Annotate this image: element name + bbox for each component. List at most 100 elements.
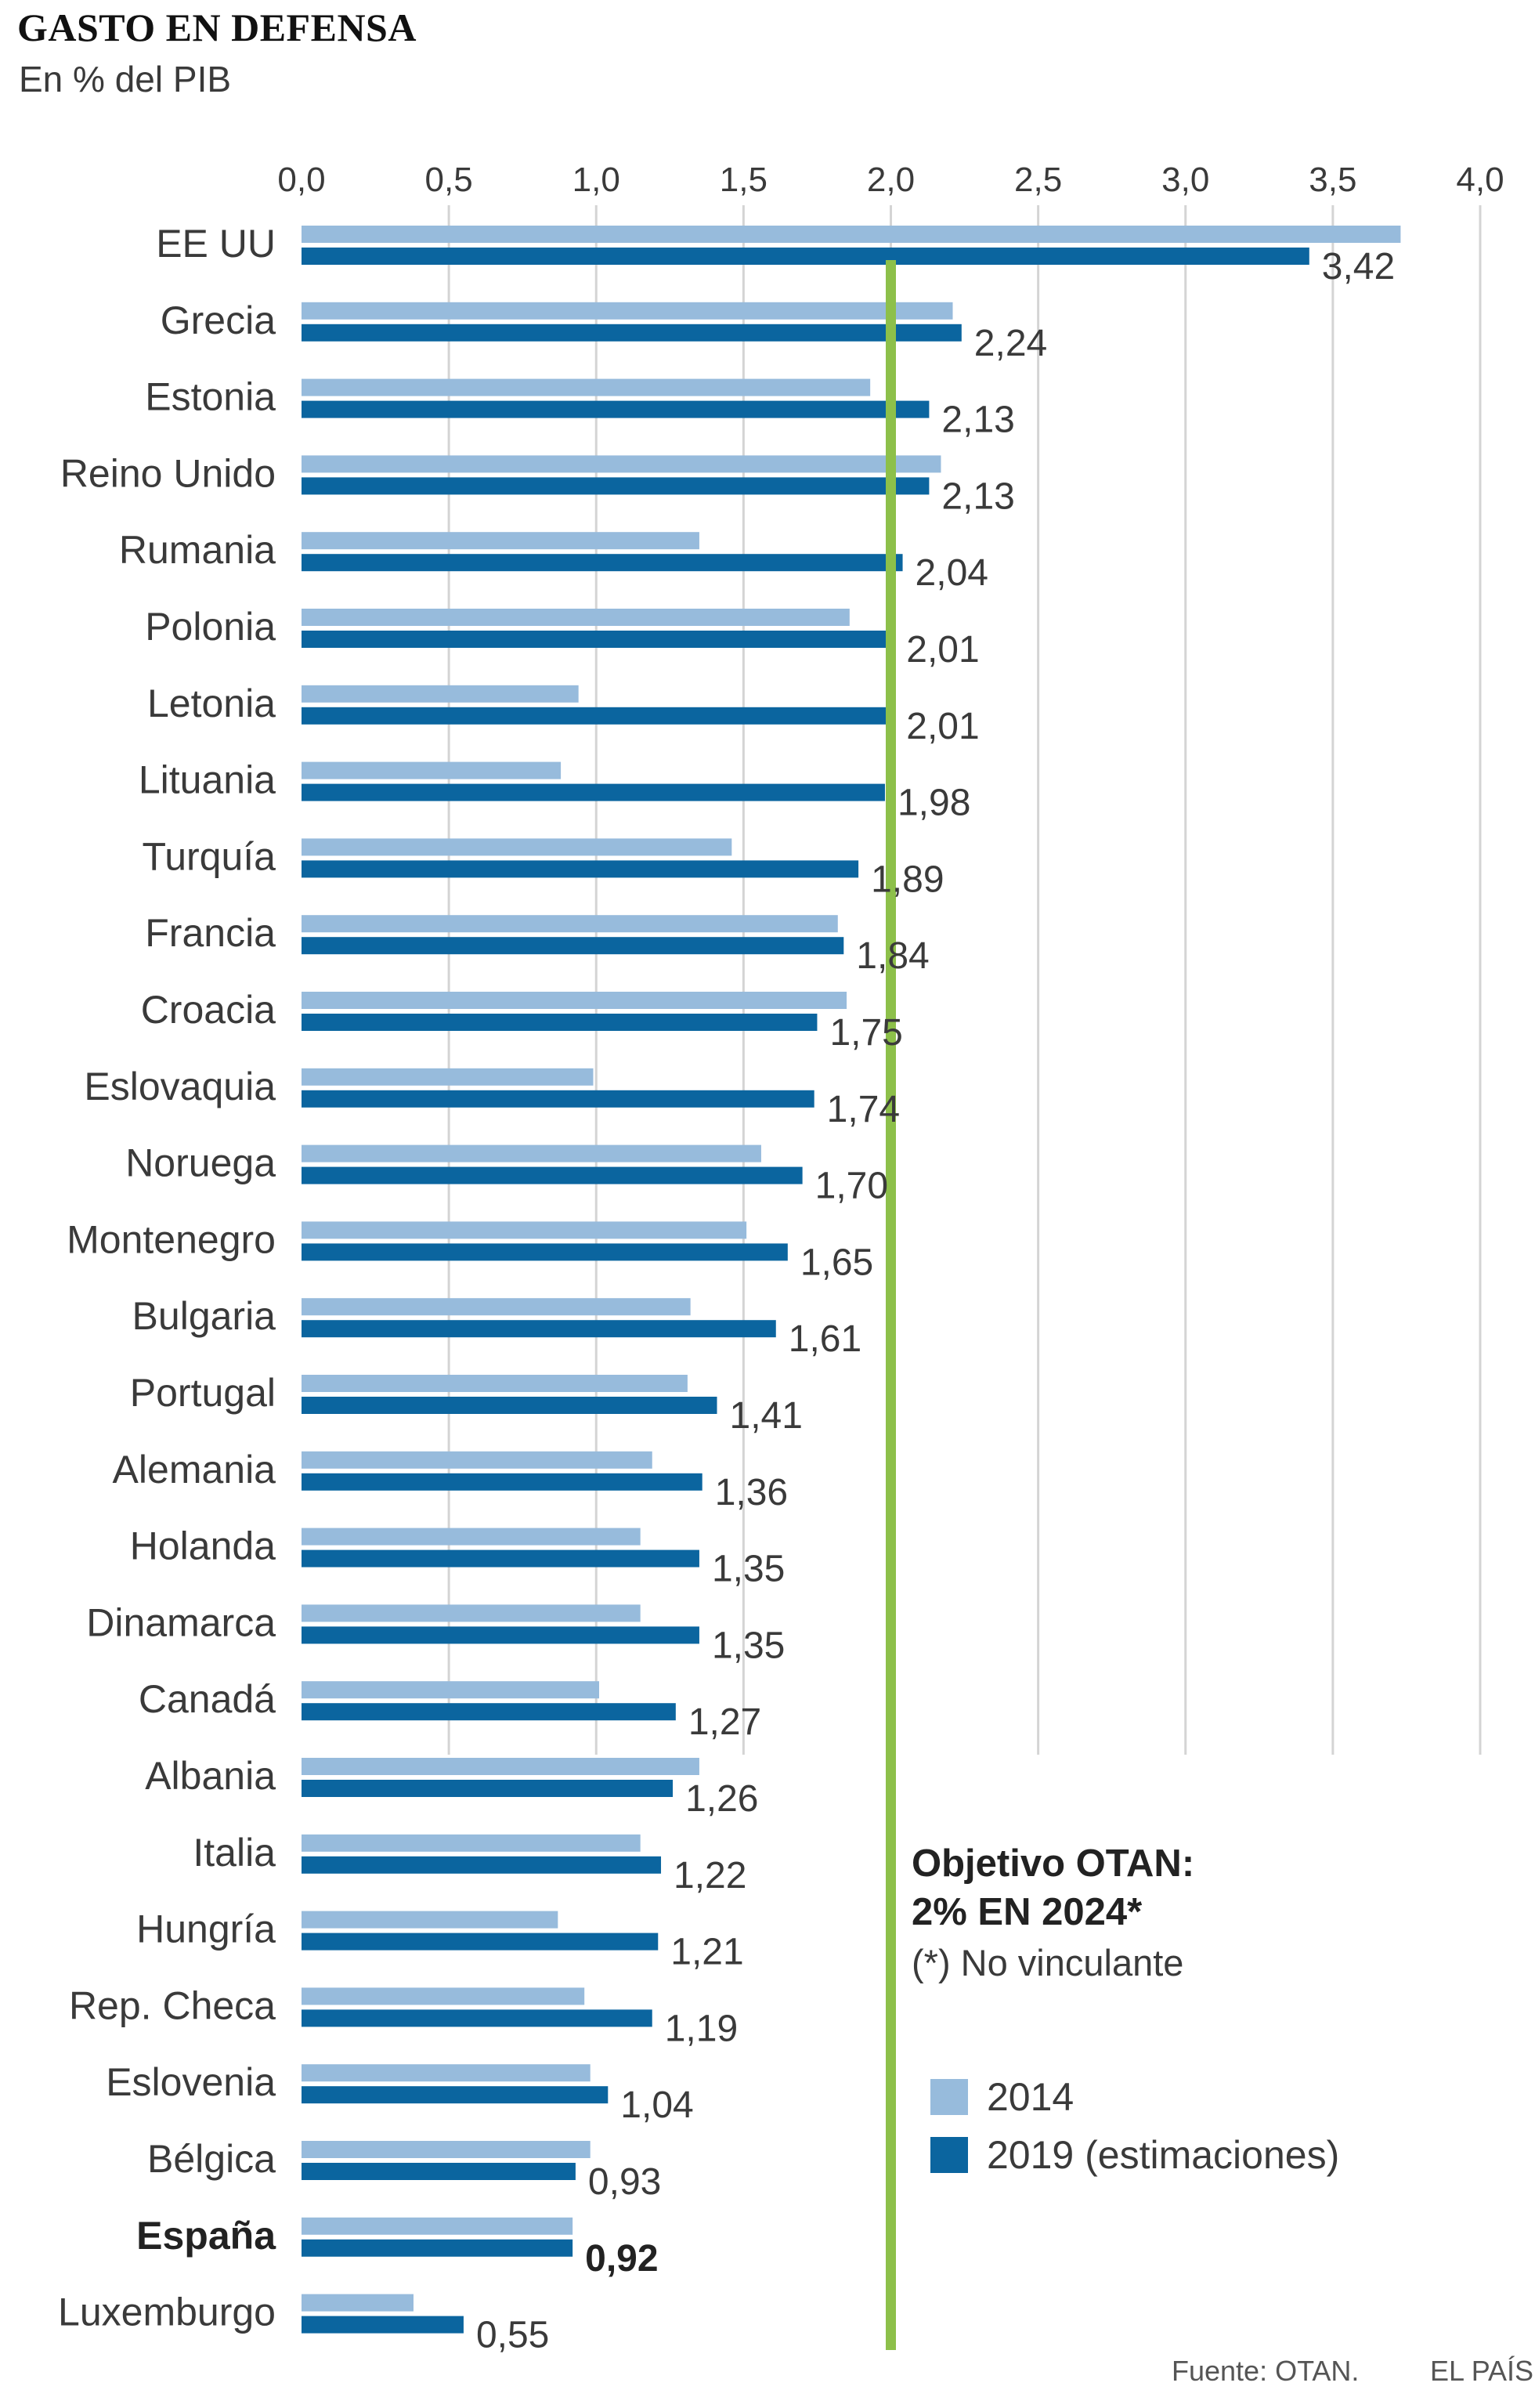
source-note: Fuente: OTAN. [1172,2355,1360,2387]
value-label-2019: 2,01 [906,629,979,671]
bar-2019 [302,2086,609,2104]
bar-2014 [302,1987,585,2005]
bar-2019 [302,860,859,878]
nato-target-annotation: Objetivo OTAN: 2% EN 2024* (*) No vincul… [912,1839,1194,1984]
annotation-target: 2% EN 2024* [912,1891,1143,1933]
x-axis-ticks: 0,0 0,5 1,0 1,5 2,0 2,5 3,0 3,5 4,0 [277,161,1504,199]
bar-2019 [302,554,903,572]
category-label: Dinamarca [86,1600,276,1644]
value-label-2019: 2,04 [916,552,988,594]
legend: 2014 2019 (estimaciones) [930,2068,1339,2184]
bar-2019 [302,1320,776,1338]
category-label: España [136,2214,276,2258]
bar-2019 [302,1856,662,1874]
bar-2019 [302,1473,702,1491]
bar-2019 [302,1780,674,1797]
value-label-2019: 1,35 [712,1625,785,1666]
value-label-2019: 1,26 [685,1778,758,1820]
value-label-2019: 0,92 [585,2238,658,2280]
legend-label-2014: 2014 [987,2075,1074,2119]
bar-2014 [302,838,732,856]
category-label: Albania [145,1754,276,1798]
category-label: Montenegro [67,1217,276,1261]
bar-2014 [302,532,699,550]
chart-title: GASTO EN DEFENSA [17,5,417,49]
category-label: Rep. Checa [69,1983,276,2027]
bar-2019 [302,631,894,648]
bar-2014 [302,1298,691,1316]
bar-2019 [302,2009,652,2027]
x-tick-label: 0,0 [277,161,325,199]
value-label-2019: 1,98 [898,783,970,824]
x-tick-label: 1,5 [720,161,768,199]
category-label: Bélgica [147,2137,276,2181]
bar-2014 [302,2294,414,2312]
value-label-2019: 1,70 [815,1166,888,1207]
value-label-2019: 2,13 [941,475,1014,517]
labels: EE UU 3,42 Grecia 2,24 Estonia 2,13 Reino Unid… [58,222,1395,2356]
bar-2014 [302,685,579,703]
bar-2019 [302,400,930,418]
bar-2014 [302,1911,558,1929]
category-label: Eslovaquia [84,1065,276,1108]
value-label-2019: 1,36 [715,1472,788,1513]
value-label-2019: 1,84 [856,935,929,977]
value-label-2019: 1,89 [871,859,944,900]
value-label-2019: 2,13 [941,400,1014,441]
value-label-2019: 1,61 [789,1318,861,1360]
bar-2019 [302,1090,814,1108]
bar-2019 [302,707,894,725]
bar-2019 [302,324,962,342]
bar-2019 [302,1014,818,1031]
category-label: Italia [193,1831,276,1875]
category-label: Francia [145,911,276,955]
category-label: Turquía [143,834,276,878]
bar-2019 [302,2316,464,2334]
bar-2019 [302,1933,659,1951]
value-label-2019: 1,27 [688,1701,761,1743]
legend-swatch-2019 [930,2137,968,2173]
bar-2014 [302,609,850,626]
publisher-brand: EL PAÍS [1430,2355,1534,2387]
category-label: Croacia [141,988,276,1032]
value-label-2019: 1,41 [730,1395,803,1437]
bar-2014 [302,226,1401,243]
bar-2014 [302,1144,761,1162]
value-label-2019: 1,65 [800,1242,873,1283]
bar-2019 [302,937,844,955]
x-tick-label: 2,5 [1014,161,1062,199]
value-label-2019: 2,24 [974,323,1047,364]
category-label: Bulgaria [132,1294,276,1338]
category-label: Estonia [145,375,276,419]
bar-2014 [302,992,847,1009]
value-label-2019: 1,75 [829,1012,902,1054]
value-label-2019: 1,22 [674,1855,746,1896]
value-label-2019: 1,74 [827,1089,900,1130]
legend-item-2014: 2014 [930,2068,1339,2126]
bar-2019 [302,1549,699,1567]
bar-2014 [302,1068,594,1086]
category-label: Portugal [130,1371,276,1415]
value-label-2019: 0,55 [476,2315,549,2356]
bar-2014 [302,1681,600,1699]
category-label: Rumania [119,528,276,572]
bar-2019 [302,477,930,495]
annotation-title: Objetivo OTAN: [912,1842,1195,1885]
value-label-2019: 1,21 [670,1932,743,1973]
category-label: Hungría [136,1907,276,1951]
x-tick-label: 1,0 [572,161,620,199]
bar-2014 [302,761,562,779]
category-label: Luxemburgo [58,2290,276,2334]
x-tick-label: 3,5 [1309,161,1356,199]
category-label: Reino Unido [60,451,276,495]
bar-2019 [302,1397,717,1414]
category-label: Holanda [130,1524,276,1568]
bar-2019 [302,1703,676,1721]
annotation-note: (*) No vinculante [912,1942,1184,1983]
category-label: EE UU [156,222,276,266]
bar-2014 [302,1375,688,1392]
bar-2014 [302,1451,652,1469]
bar-2014 [302,2217,573,2235]
value-label-2019: 1,35 [712,1549,785,1590]
